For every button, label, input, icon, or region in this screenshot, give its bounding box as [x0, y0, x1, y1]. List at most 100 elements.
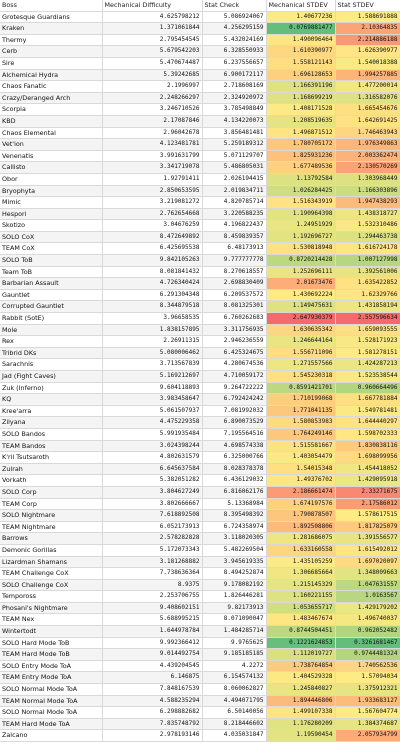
stat-check-cell[interactable]: 2.718608169 — [202, 80, 267, 93]
stat-check-cell[interactable]: 6.48173913 — [202, 242, 267, 256]
stat-check-cell[interactable]: 9.185185185 — [202, 648, 267, 661]
mechanical-stdev-cell[interactable]: 1.556711096 — [266, 347, 336, 360]
boss-cell[interactable]: Sire — [0, 57, 103, 70]
stat-stdev-cell[interactable]: 1.933683127 — [335, 695, 400, 708]
boss-cell[interactable]: TEAM Nex — [0, 613, 103, 627]
boss-cell[interactable]: Team ToB — [0, 266, 103, 279]
mechanical-difficulty-cell[interactable]: 8.472649892 — [102, 231, 203, 244]
stat-stdev-cell[interactable]: 1.578617515 — [335, 509, 400, 522]
mechanical-stdev-cell[interactable]: 1.780705172 — [266, 138, 336, 151]
mechanical-difficulty-cell[interactable]: 2.762654668 — [102, 208, 203, 221]
mechanical-difficulty-cell[interactable]: 4.475229358 — [102, 416, 203, 429]
mechanical-difficulty-cell[interactable]: 3.246710526 — [102, 103, 203, 116]
mechanical-difficulty-cell[interactable]: 6.298882682 — [102, 706, 203, 719]
boss-cell[interactable]: Vorkath — [0, 474, 103, 487]
mechanical-stdev-cell[interactable]: 1.490096464 — [266, 34, 336, 47]
mechanical-stdev-cell[interactable]: 1.19590454 — [266, 729, 336, 742]
mechanical-stdev-cell[interactable]: 0.1221624853 — [266, 637, 336, 650]
mechanical-difficulty-cell[interactable]: 7.738636364 — [102, 567, 203, 580]
mechanical-stdev-cell[interactable]: 1.710199068 — [266, 393, 336, 406]
boss-cell[interactable]: Barbarian Assault — [0, 277, 103, 290]
mechanical-stdev-cell[interactable]: 1.516343919 — [266, 196, 336, 209]
boss-cell[interactable]: Cerb — [0, 45, 103, 58]
mechanical-stdev-cell[interactable]: 1.633160558 — [266, 544, 336, 557]
boss-cell[interactable]: Chaos Elemental — [0, 127, 103, 140]
stat-stdev-cell[interactable]: 1.615492012 — [335, 544, 400, 557]
mechanical-stdev-cell[interactable]: 1.403054479 — [266, 451, 336, 464]
mechanical-difficulty-cell[interactable]: 5.061507937 — [102, 405, 203, 418]
stat-stdev-cell[interactable]: 1.384374687 — [335, 718, 400, 731]
mechanical-stdev-cell[interactable]: 1.496871512 — [266, 127, 336, 140]
stat-check-cell[interactable]: 3.856481481 — [202, 127, 267, 140]
mechanical-difficulty-cell[interactable]: 3.341719078 — [102, 161, 203, 174]
mechanical-difficulty-cell[interactable]: 4.726340424 — [102, 277, 203, 290]
boss-cell[interactable]: Sarachnis — [0, 358, 103, 371]
stat-check-cell[interactable]: 5.482269504 — [202, 544, 267, 557]
mechanical-stdev-cell[interactable]: 1.790878507 — [266, 509, 336, 522]
mechanical-stdev-cell[interactable]: 1.190964398 — [266, 208, 336, 221]
stat-check-cell[interactable]: 5.086924067 — [202, 11, 267, 24]
mechanical-stdev-cell[interactable]: 0.8744504451 — [266, 625, 336, 638]
boss-cell[interactable]: Alchemical Hydra — [0, 69, 103, 82]
boss-cell[interactable]: Zalcano — [0, 729, 103, 742]
mechanical-stdev-cell[interactable]: 1.530818948 — [266, 242, 336, 256]
boss-cell[interactable]: Obor — [0, 173, 103, 186]
stat-check-cell[interactable]: 8.028378378 — [202, 463, 267, 476]
stat-check-cell[interactable]: 5.071129707 — [202, 150, 267, 163]
boss-cell[interactable]: Kree'arra — [0, 405, 103, 418]
mechanical-stdev-cell[interactable]: 1.499107338 — [266, 706, 336, 719]
stat-stdev-cell[interactable]: 1.528171923 — [335, 335, 400, 348]
stat-check-cell[interactable]: 8.459839357 — [202, 231, 267, 244]
mechanical-stdev-cell[interactable]: 1.215145329 — [266, 579, 336, 592]
mechanical-stdev-cell[interactable]: 1.13792584 — [266, 173, 336, 186]
mechanical-difficulty-cell[interactable]: 2.978193146 — [102, 729, 203, 742]
mechanical-difficulty-cell[interactable]: 5.688995215 — [102, 613, 203, 627]
stat-check-cell[interactable]: 5.259189312 — [202, 138, 267, 151]
stat-stdev-cell[interactable]: 1.540018388 — [335, 57, 400, 70]
header-stat-stdev[interactable]: Stat STDEV — [335, 0, 400, 12]
boss-cell[interactable]: Barrows — [0, 532, 103, 545]
stat-stdev-cell[interactable]: 2.214886188 — [335, 34, 400, 47]
stat-check-cell[interactable]: 6.328550933 — [202, 45, 267, 58]
mechanical-stdev-cell[interactable]: 1.168699219 — [266, 92, 336, 105]
mechanical-difficulty-cell[interactable]: 1.644978784 — [102, 625, 203, 638]
boss-cell[interactable]: K'ril Tsutsaroth — [0, 451, 103, 464]
stat-check-cell[interactable]: 4.494071795 — [202, 695, 267, 708]
mechanical-difficulty-cell[interactable]: 3.024398244 — [102, 440, 203, 453]
mechanical-stdev-cell[interactable]: 1.252696111 — [266, 266, 336, 279]
stat-check-cell[interactable]: 7.081992032 — [202, 405, 267, 418]
boss-cell[interactable]: Grotesque Guardians — [0, 11, 103, 24]
stat-stdev-cell[interactable]: 1.976349863 — [335, 138, 400, 151]
mechanical-stdev-cell[interactable]: 1.166391196 — [266, 80, 336, 93]
mechanical-difficulty-cell[interactable]: 6.052173913 — [102, 521, 203, 534]
stat-check-cell[interactable]: 1.826446281 — [202, 590, 267, 603]
mechanical-difficulty-cell[interactable]: 9.992366412 — [102, 637, 203, 650]
stat-stdev-cell[interactable]: 1.667781884 — [335, 393, 400, 406]
boss-cell[interactable]: Thermy — [0, 34, 103, 47]
mechanical-stdev-cell[interactable]: 1.515581667 — [266, 440, 336, 453]
stat-check-cell[interactable]: 3.945619335 — [202, 556, 267, 569]
header-mechanical-difficulty[interactable]: Mechanical Difficulty — [102, 0, 203, 12]
boss-cell[interactable]: Phosani's Nightmare — [0, 602, 103, 615]
boss-cell[interactable]: Callisto — [0, 161, 103, 174]
boss-cell[interactable]: KQ — [0, 393, 103, 406]
mechanical-difficulty-cell[interactable]: 2.1996997 — [102, 80, 203, 93]
stat-check-cell[interactable]: 4.256295159 — [202, 22, 267, 35]
stat-stdev-cell[interactable]: 1.659093555 — [335, 324, 400, 337]
boss-cell[interactable]: SOLO Nightmare — [0, 509, 103, 522]
stat-stdev-cell[interactable]: 1.477200014 — [335, 80, 400, 93]
boss-cell[interactable]: Mimic — [0, 196, 103, 209]
stat-stdev-cell[interactable]: 0.962052482 — [335, 625, 400, 638]
stat-stdev-cell[interactable]: 1.303968449 — [335, 173, 400, 186]
boss-cell[interactable]: Zuk (Inferno) — [0, 382, 103, 395]
stat-stdev-cell[interactable]: 0.3261681467 — [335, 637, 400, 650]
mechanical-difficulty-cell[interactable]: 2.850653595 — [102, 185, 203, 198]
mechanical-difficulty-cell[interactable]: 3.991631799 — [102, 150, 203, 163]
stat-stdev-cell[interactable]: 1.316582076 — [335, 92, 400, 105]
stat-check-cell[interactable]: 6.237556657 — [202, 57, 267, 70]
mechanical-difficulty-cell[interactable]: 7.618892508 — [102, 509, 203, 522]
boss-cell[interactable]: Rex — [0, 335, 103, 348]
mechanical-stdev-cell[interactable]: 0.0769881477 — [266, 22, 336, 35]
boss-cell[interactable]: Rabbit (SotE) — [0, 312, 103, 325]
boss-cell[interactable]: SOLO Bandos — [0, 428, 103, 441]
